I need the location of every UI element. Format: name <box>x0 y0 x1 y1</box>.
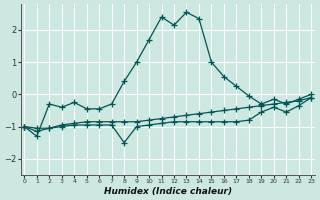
X-axis label: Humidex (Indice chaleur): Humidex (Indice chaleur) <box>104 187 232 196</box>
